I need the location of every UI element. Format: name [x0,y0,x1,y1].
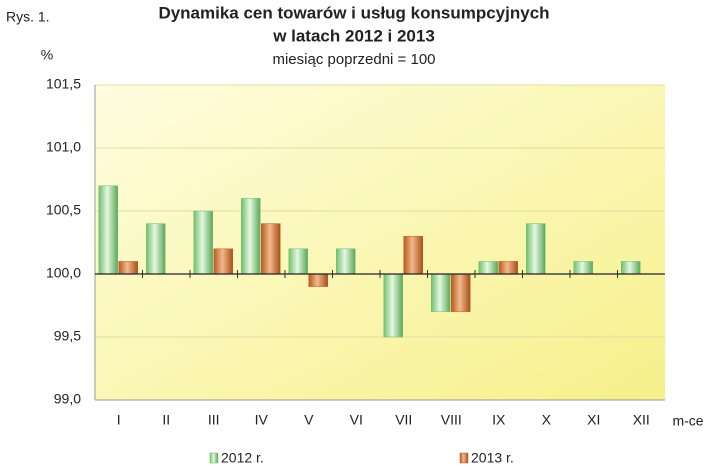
y-tick-label: 99,0 [54,391,81,407]
bar [193,210,213,275]
plot-area [95,85,665,400]
bar [336,248,356,275]
y-axis-unit: % [41,47,53,63]
x-tick-label: X [542,412,552,428]
x-axis-label: m-ce [672,413,703,429]
legend-label: 2013 r. [471,450,514,466]
y-tick-label: 99,5 [54,328,81,344]
x-tick-label: XII [633,412,650,428]
x-tick-label: II [162,412,170,428]
y-tick-label: 101,5 [46,76,81,92]
bar [526,223,546,275]
bar [498,261,518,275]
x-tick-label: VIII [441,412,462,428]
x-tick-label: V [304,412,314,428]
x-tick-label: IX [492,412,506,428]
x-tick-label: XI [587,412,600,428]
bar [146,223,166,275]
bar [431,273,451,313]
legend-swatch [209,452,219,464]
bar [118,261,138,275]
figure-label: Rys. 1. [6,9,50,25]
x-tick-label: I [117,412,121,428]
bar [451,273,471,313]
legend-label: 2012 r. [221,450,264,466]
bar [261,223,281,275]
x-tick-label: III [208,412,220,428]
bar [213,248,233,275]
bar [621,261,641,275]
y-tick-label: 101,0 [46,139,81,155]
legend-swatch [459,452,469,464]
chart-title: Dynamika cen towarów i usług konsumpcyjn… [158,3,549,22]
bar [403,235,423,275]
y-tick-label: 100,0 [46,265,81,281]
bar [241,198,261,275]
x-tick-label: VI [350,412,363,428]
bar [573,261,593,275]
bar [478,261,498,275]
x-tick-label: IV [255,412,269,428]
chart-subtitle: miesiąc poprzedni = 100 [272,51,435,68]
bar [383,273,403,338]
bar [288,248,308,275]
x-tick-label: VII [395,412,412,428]
chart-title-2: w latach 2012 i 2013 [272,26,435,45]
bar [98,185,118,275]
bar [308,273,328,287]
y-tick-label: 100,5 [46,202,81,218]
